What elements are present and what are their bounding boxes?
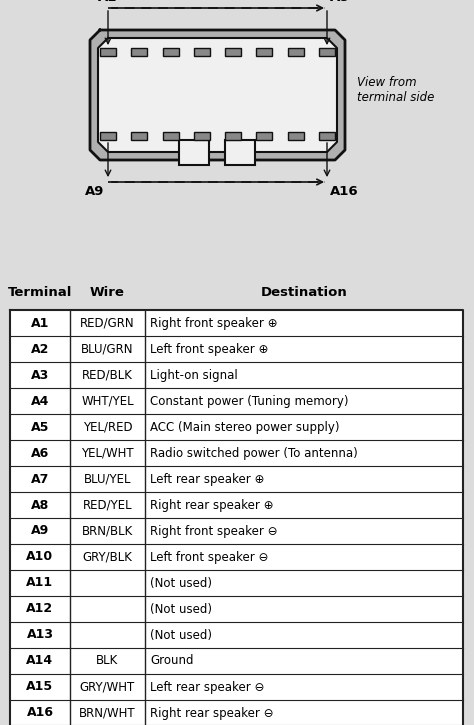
Text: BRN/WHT: BRN/WHT	[79, 706, 136, 719]
Text: Left rear speaker ⊕: Left rear speaker ⊕	[150, 473, 264, 486]
Text: Right rear speaker ⊖: Right rear speaker ⊖	[150, 706, 273, 719]
Text: Left front speaker ⊖: Left front speaker ⊖	[150, 550, 268, 563]
Bar	[131, 48, 147, 56]
Bar	[100, 48, 116, 56]
Text: BLK: BLK	[96, 655, 118, 668]
Text: (Not used): (Not used)	[150, 602, 212, 616]
Bar	[194, 48, 210, 56]
Bar	[256, 48, 273, 56]
Text: RED/YEL: RED/YEL	[82, 499, 132, 512]
Text: Constant power (Tuning memory): Constant power (Tuning memory)	[150, 394, 348, 407]
Text: A4: A4	[31, 394, 49, 407]
Text: A10: A10	[27, 550, 54, 563]
Text: RED/GRN: RED/GRN	[80, 317, 135, 329]
Text: Terminal: Terminal	[8, 286, 72, 299]
Text: A5: A5	[31, 420, 49, 434]
Text: RED/BLK: RED/BLK	[82, 368, 133, 381]
Bar	[180, 140, 210, 165]
Text: GRY/WHT: GRY/WHT	[80, 681, 135, 694]
Bar	[288, 132, 304, 140]
Text: Right rear speaker ⊕: Right rear speaker ⊕	[150, 499, 273, 512]
Text: GRY/BLK: GRY/BLK	[82, 550, 132, 563]
Text: WHT/YEL: WHT/YEL	[81, 394, 134, 407]
Bar	[194, 132, 210, 140]
Text: A12: A12	[27, 602, 54, 616]
Bar	[288, 48, 304, 56]
Text: A9: A9	[31, 524, 49, 537]
Text: A15: A15	[27, 681, 54, 694]
Text: View from
terminal side: View from terminal side	[357, 76, 434, 104]
Text: Destination: Destination	[261, 286, 347, 299]
Bar	[163, 132, 179, 140]
Text: A11: A11	[27, 576, 54, 589]
Text: A1: A1	[31, 317, 49, 329]
Text: Radio switched power (To antenna): Radio switched power (To antenna)	[150, 447, 358, 460]
Bar	[163, 48, 179, 56]
Bar	[225, 48, 241, 56]
Text: A16: A16	[330, 185, 359, 198]
Bar	[226, 140, 255, 165]
Text: A8: A8	[330, 0, 349, 4]
Bar	[319, 48, 335, 56]
Text: A1: A1	[98, 0, 118, 4]
Text: A7: A7	[31, 473, 49, 486]
Text: Wire: Wire	[90, 286, 125, 299]
Text: A8: A8	[31, 499, 49, 512]
Text: ACC (Main stereo power supply): ACC (Main stereo power supply)	[150, 420, 339, 434]
Text: (Not used): (Not used)	[150, 629, 212, 642]
Text: A3: A3	[31, 368, 49, 381]
Text: A6: A6	[31, 447, 49, 460]
Text: A14: A14	[27, 655, 54, 668]
Text: A2: A2	[31, 342, 49, 355]
Text: Right front speaker ⊖: Right front speaker ⊖	[150, 524, 277, 537]
Bar	[225, 132, 241, 140]
Bar	[10, 310, 463, 725]
Text: (Not used): (Not used)	[150, 576, 212, 589]
Text: BRN/BLK: BRN/BLK	[82, 524, 133, 537]
Text: BLU/GRN: BLU/GRN	[81, 342, 134, 355]
Text: A13: A13	[27, 629, 54, 642]
Text: Left front speaker ⊕: Left front speaker ⊕	[150, 342, 268, 355]
Bar	[100, 132, 116, 140]
Text: Light-on signal: Light-on signal	[150, 368, 238, 381]
Bar	[319, 132, 335, 140]
Polygon shape	[90, 30, 345, 160]
Text: A9: A9	[85, 185, 104, 198]
Polygon shape	[98, 38, 337, 152]
Text: A16: A16	[27, 706, 54, 719]
Text: Left rear speaker ⊖: Left rear speaker ⊖	[150, 681, 264, 694]
Bar	[256, 132, 273, 140]
Text: BLU/YEL: BLU/YEL	[84, 473, 131, 486]
Text: Ground: Ground	[150, 655, 193, 668]
Text: YEL/WHT: YEL/WHT	[81, 447, 134, 460]
Text: Right front speaker ⊕: Right front speaker ⊕	[150, 317, 277, 329]
Bar	[131, 132, 147, 140]
Text: YEL/RED: YEL/RED	[82, 420, 132, 434]
